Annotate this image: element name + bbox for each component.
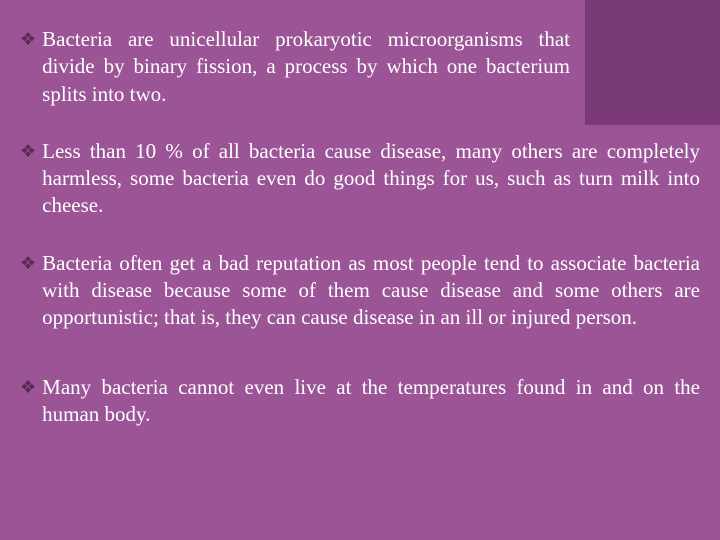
diamond-bullet-icon: ❖: [20, 26, 36, 52]
slide: ❖ Bacteria are unicellular prokaryotic m…: [0, 0, 720, 540]
bullet-item: ❖ Less than 10 % of all bacteria cause d…: [20, 138, 700, 220]
diamond-bullet-icon: ❖: [20, 138, 36, 164]
slide-content: ❖ Bacteria are unicellular prokaryotic m…: [20, 26, 700, 520]
bullet-text: Less than 10 % of all bacteria cause dis…: [42, 138, 700, 220]
bullet-item: ❖ Many bacteria cannot even live at the …: [20, 374, 700, 429]
diamond-bullet-icon: ❖: [20, 250, 36, 276]
bullet-item: ❖ Bacteria often get a bad reputation as…: [20, 250, 700, 332]
bullet-text: Bacteria often get a bad reputation as m…: [42, 250, 700, 332]
diamond-bullet-icon: ❖: [20, 374, 36, 400]
bullet-item: ❖ Bacteria are unicellular prokaryotic m…: [20, 26, 700, 108]
bullet-text: Many bacteria cannot even live at the te…: [42, 374, 700, 429]
bullet-text: Bacteria are unicellular prokaryotic mic…: [42, 26, 700, 108]
